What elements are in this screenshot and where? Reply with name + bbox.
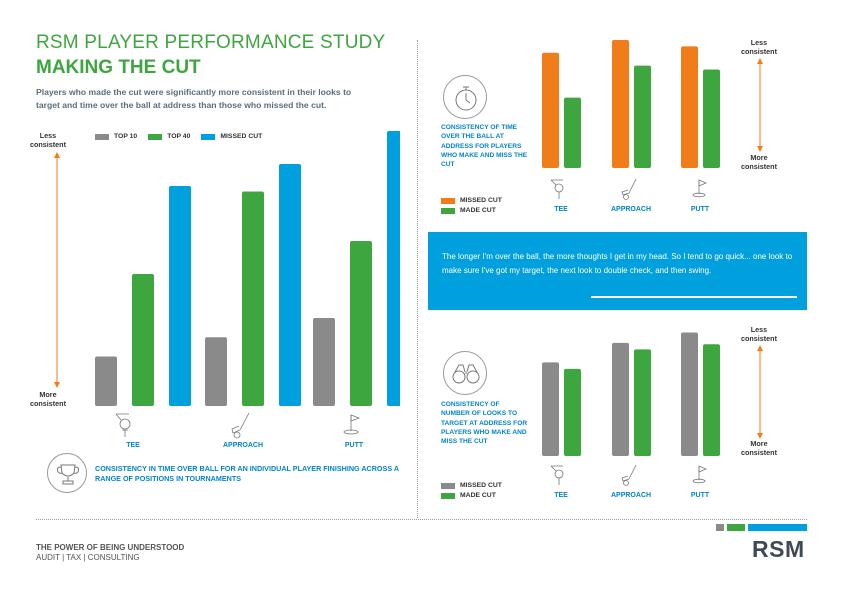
binoculars-icon: [443, 351, 487, 395]
legend-swatch-br-missed: [441, 482, 455, 489]
axis-more-label-br: More consistent: [741, 439, 777, 457]
flag-putt-icon: [343, 414, 361, 435]
category-label-putt: PUTT: [344, 442, 364, 449]
page-title: RSM PLAYER PERFORMANCE STUDY: [36, 32, 386, 53]
legend-tr-made: MADE CUT: [441, 207, 496, 214]
legend-swatch-tr-made: [441, 207, 455, 214]
legend-swatch-top10: [95, 133, 109, 140]
category-label-approach-tr: APPROACH: [610, 206, 652, 213]
legend-swatch-br-made: [441, 492, 455, 499]
tee-golf-icon: [550, 179, 564, 199]
iron-club-icon: [621, 464, 637, 486]
category-label-putt-br: PUTT: [690, 492, 710, 499]
legend-swatch-missed: [201, 133, 216, 140]
horizontal-divider: [36, 519, 807, 520]
bar-putt-made-cut: [703, 69, 720, 168]
legend-left: TOP 10 TOP 40 MISSED CUT: [95, 133, 262, 140]
vertical-divider: [417, 40, 418, 518]
logo-bar-grey: [716, 524, 724, 531]
axis-more-label: More consistent: [30, 390, 66, 408]
quote-text: The longer I'm over the ball, the more t…: [442, 252, 793, 275]
footer-tagline: THE POWER OF BEING UNDERSTOOD: [36, 543, 185, 552]
legend-br-missed: MISSED CUT: [441, 482, 502, 489]
intro-text: Players who made the cut were significan…: [36, 87, 352, 110]
axis-less-label-br: Less consistent: [741, 325, 777, 343]
legend-label-top10: TOP 10: [114, 133, 138, 140]
trophy-icon: [47, 453, 87, 493]
chart-top-right: [542, 40, 720, 168]
page-subtitle: MAKING THE CUT: [36, 57, 201, 78]
logo-bar-blue: [748, 524, 807, 531]
category-label-approach: APPROACH: [222, 442, 264, 449]
rsm-logo: RSM: [752, 536, 805, 562]
footer-services: AUDIT | TAX | CONSULTING: [36, 553, 140, 562]
legend-tr-missed: MISSED CUT: [441, 197, 502, 204]
axis-double-arrow-br: [757, 345, 763, 439]
tee-golf-icon: [550, 465, 564, 485]
quote-underline: [591, 296, 797, 298]
bar-approach-top-10: [205, 337, 227, 406]
axis-double-arrow-tr: [757, 58, 763, 152]
flag-putt-icon: [692, 179, 708, 198]
logo-bar-green: [727, 524, 745, 531]
stopwatch-icon: [443, 75, 487, 119]
bar-putt-made-cut: [703, 344, 720, 456]
bar-tee-missed-cut: [542, 52, 559, 168]
category-label-putt-tr: PUTT: [690, 206, 710, 213]
bar-tee-made-cut: [564, 368, 581, 456]
bar-approach-missed-cut: [279, 164, 301, 406]
legend-swatch-top40: [148, 133, 163, 140]
axis-double-arrow: [54, 152, 60, 388]
bar-putt-missed-cut: [681, 46, 698, 168]
legend-label-missed: MISSED CUT: [220, 133, 263, 140]
legend-label-top40: TOP 40: [167, 133, 191, 140]
axis-less-label: Less consistent: [30, 131, 66, 149]
category-label-tee: TEE: [126, 442, 140, 449]
bar-putt-top-40: [350, 241, 372, 406]
caption-left: CONSISTENCY IN TIME OVER BALL FOR AN IND…: [95, 464, 399, 483]
category-label-tee-br: TEE: [554, 492, 568, 499]
bar-approach-missed-cut: [612, 342, 629, 456]
bar-approach-made-cut: [634, 349, 651, 456]
legend-label-br-missed: MISSED CUT: [460, 482, 502, 489]
axis-less-label-tr: Less consistent: [741, 38, 777, 56]
bar-approach-made-cut: [634, 65, 651, 168]
quote-box: The longer I'm over the ball, the more t…: [428, 232, 807, 310]
bar-approach-top-40: [242, 191, 264, 406]
bar-tee-made-cut: [564, 97, 581, 168]
bar-tee-missed-cut: [542, 362, 559, 456]
bar-tee-missed-cut: [169, 186, 191, 406]
bar-tee-top-40: [132, 274, 154, 406]
legend-label-tr-missed: MISSED CUT: [460, 197, 502, 204]
caption-top-right: CONSISTENCY OF TIME OVER THE BALL AT ADD…: [441, 124, 528, 169]
legend-swatch-tr-missed: [441, 197, 455, 204]
legend-label-br-made: MADE CUT: [460, 492, 496, 499]
category-label-tee-tr: TEE: [554, 206, 568, 213]
bar-putt-missed-cut: [681, 332, 698, 456]
chart-left: [95, 131, 400, 406]
flag-putt-icon: [692, 465, 708, 484]
caption-bottom-right: CONSISTENCY OF NUMBER OF LOOKS TO TARGET…: [441, 401, 528, 446]
bar-approach-missed-cut: [612, 40, 629, 168]
iron-club-icon: [231, 412, 250, 439]
category-label-approach-br: APPROACH: [610, 492, 652, 499]
bar-tee-top-10: [95, 356, 117, 406]
axis-more-label-tr: More consistent: [741, 153, 777, 171]
legend-label-tr-made: MADE CUT: [460, 207, 496, 214]
legend-br-made: MADE CUT: [441, 492, 496, 499]
bar-putt-missed-cut: [387, 131, 400, 406]
iron-club-icon: [621, 178, 637, 200]
tee-golf-icon: [115, 413, 131, 437]
chart-bottom-right: [542, 332, 720, 456]
bar-putt-top-10: [313, 318, 335, 406]
